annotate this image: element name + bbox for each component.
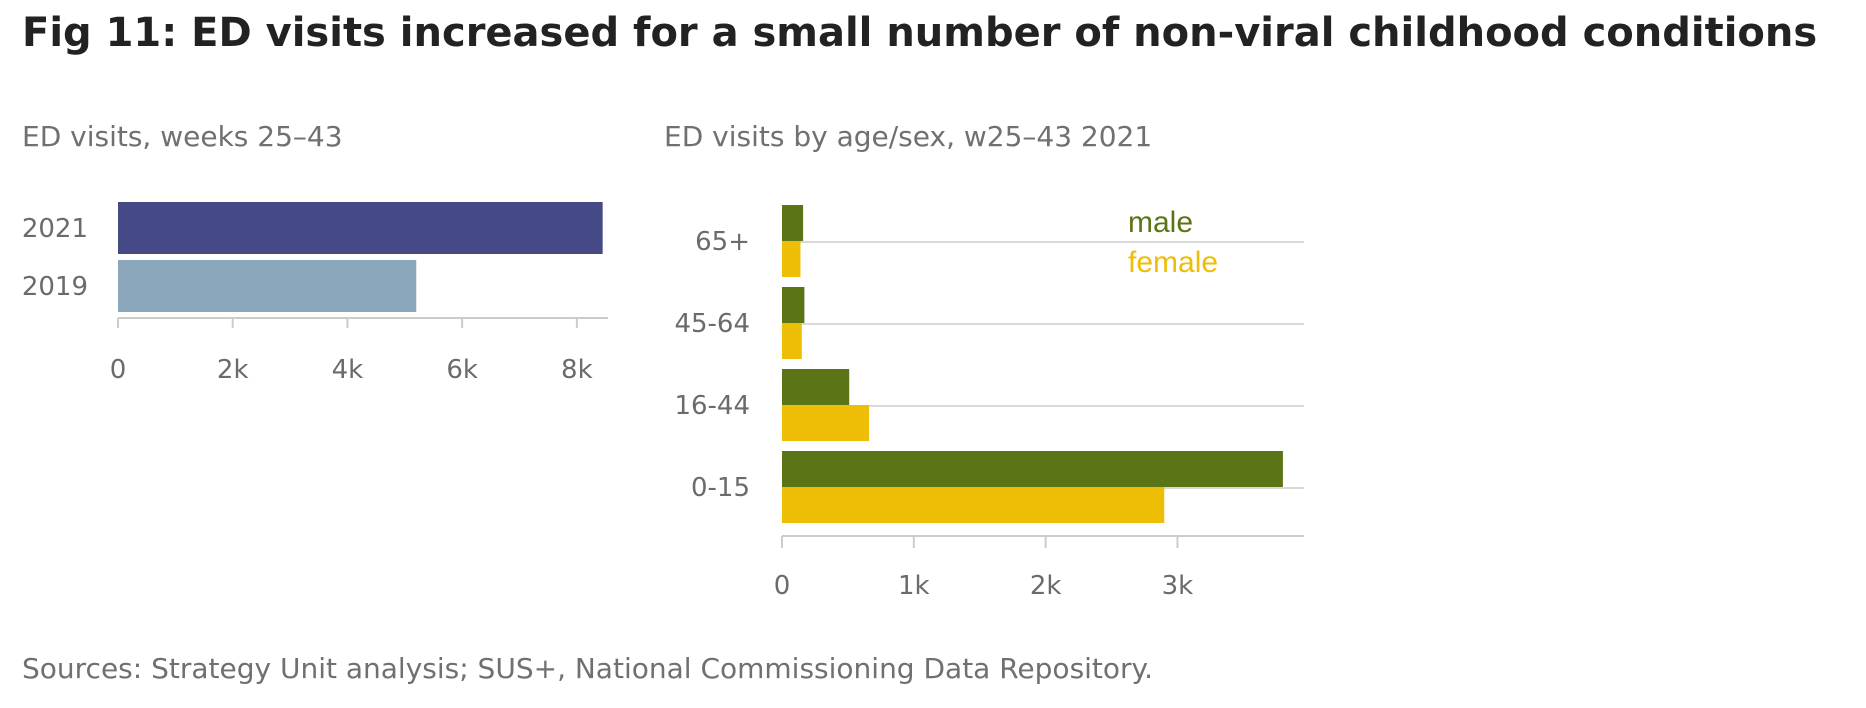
bar-male-45-64 [782, 287, 805, 323]
bar-2021 [118, 202, 603, 254]
x-tick-label: 3k [1162, 571, 1194, 601]
category-label-65+: 65+ [695, 227, 750, 257]
bar-2019 [118, 260, 417, 312]
category-label-0-15: 0-15 [691, 473, 750, 503]
category-label-2021: 2021 [22, 214, 88, 244]
left-chart-title: ED visits, weeks 25–43 [22, 120, 343, 153]
legend-male: male [1128, 206, 1193, 239]
x-tick-label: 6k [446, 355, 478, 385]
x-tick-label: 1k [898, 571, 930, 601]
category-label-45-64: 45-64 [674, 309, 750, 339]
bar-female-45-64 [782, 323, 802, 359]
right-bar-chart: 65+ 45-64 16-44 0-15 0 1k 2k 3k male female [674, 205, 1304, 601]
bar-male-65+ [782, 205, 804, 241]
source-note: Sources: Strategy Unit analysis; SUS+, N… [22, 652, 1154, 685]
category-label-2019: 2019 [22, 272, 88, 302]
category-label-16-44: 16-44 [674, 391, 750, 421]
bar-female-0-15 [782, 487, 1165, 523]
x-tick-label: 8k [561, 355, 593, 385]
x-tick-label: 2k [217, 355, 249, 385]
figure-title: Fig 11: ED visits increased for a small … [22, 10, 1818, 56]
bar-female-16-44 [782, 405, 869, 441]
x-tick-label: 0 [774, 571, 791, 601]
bar-male-16-44 [782, 369, 850, 405]
bar-female-65+ [782, 241, 801, 277]
bar-male-0-15 [782, 451, 1283, 487]
left-bar-chart: 2021 2019 0 2k 4k 6k 8k [22, 202, 608, 385]
x-tick-label: 2k [1030, 571, 1062, 601]
right-chart-title: ED visits by age/sex, w25–43 2021 [664, 120, 1153, 153]
x-tick-label: 4k [332, 355, 364, 385]
legend-female: female [1128, 246, 1218, 279]
x-tick-label: 0 [110, 355, 127, 385]
